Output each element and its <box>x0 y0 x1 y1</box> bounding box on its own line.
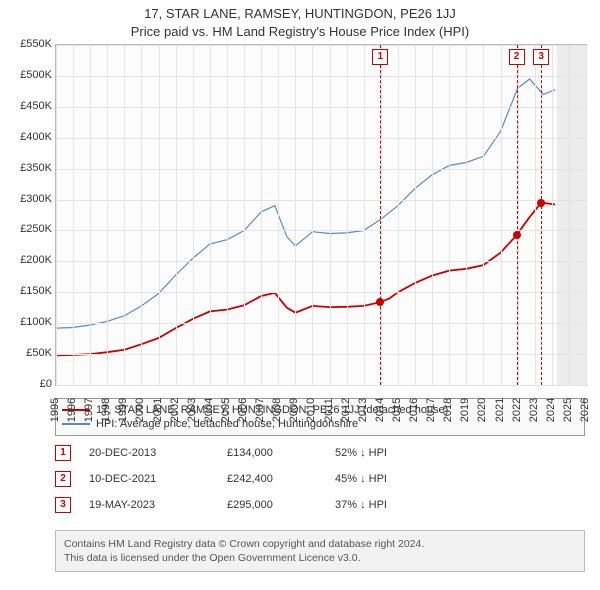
x-axis-label: 2024 <box>545 398 557 422</box>
sales-table: 120-DEC-2013£134,00052% ↓ HPI210-DEC-202… <box>55 440 585 518</box>
y-axis-label: £300K <box>2 193 52 205</box>
y-axis-label: £50K <box>2 347 52 359</box>
y-axis-label: £400K <box>2 131 52 143</box>
x-axis-label: 2005 <box>220 398 232 422</box>
y-axis-label: £250K <box>2 223 52 235</box>
chart-container: 17, STAR LANE, RAMSEY, HUNTINGDON, PE26 … <box>0 0 600 590</box>
y-axis-label: £100K <box>2 316 52 328</box>
x-axis-label: 2025 <box>562 398 574 422</box>
x-axis-label: 2008 <box>271 398 283 422</box>
y-axis-label: £500K <box>2 69 52 81</box>
sales-row: 319-MAY-2023£295,00037% ↓ HPI <box>55 492 585 518</box>
footer-line-2: This data is licensed under the Open Gov… <box>64 551 576 565</box>
x-axis-label: 1998 <box>100 398 112 422</box>
x-axis-label: 2010 <box>305 398 317 422</box>
x-axis-label: 2017 <box>425 398 437 422</box>
x-axis-label: 2012 <box>340 398 352 422</box>
x-axis-label: 2004 <box>203 398 215 422</box>
chart-title-desc: Price paid vs. HM Land Registry's House … <box>0 24 600 39</box>
plot-area: 1 23 <box>55 44 587 386</box>
sale-marker-1: 1 <box>372 49 388 65</box>
x-axis-label: 1995 <box>49 398 61 422</box>
x-axis-label: 2011 <box>323 398 335 422</box>
sale-marker-2: 2 <box>509 49 525 65</box>
sale-marker-3: 3 <box>533 49 549 65</box>
x-axis-label: 2023 <box>528 398 540 422</box>
footer-line-1: Contains HM Land Registry data © Crown c… <box>64 537 576 551</box>
sales-row: 120-DEC-2013£134,00052% ↓ HPI <box>55 440 585 466</box>
x-axis-label: 2006 <box>237 398 249 422</box>
x-axis-label: 1996 <box>66 398 78 422</box>
chart-title-address: 17, STAR LANE, RAMSEY, HUNTINGDON, PE26 … <box>0 6 600 21</box>
footer-attribution: Contains HM Land Registry data © Crown c… <box>55 530 585 572</box>
x-axis-label: 2013 <box>357 398 369 422</box>
x-axis-label: 2026 <box>579 398 591 422</box>
x-axis-label: 2021 <box>494 398 506 422</box>
x-axis-label: 2016 <box>408 398 420 422</box>
x-axis-label: 2020 <box>476 398 488 422</box>
y-axis-label: £350K <box>2 162 52 174</box>
x-axis-label: 2003 <box>186 398 198 422</box>
y-axis-label: £450K <box>2 100 52 112</box>
x-axis-label: 2000 <box>134 398 146 422</box>
x-axis-label: 2014 <box>374 398 386 422</box>
y-axis-label: £550K <box>2 38 52 50</box>
x-axis-label: 2022 <box>511 398 523 422</box>
y-axis-label: £150K <box>2 285 52 297</box>
x-axis-label: 2002 <box>169 398 181 422</box>
x-axis-label: 2019 <box>459 398 471 422</box>
x-axis-label: 2009 <box>288 398 300 422</box>
x-axis-label: 1997 <box>83 398 95 422</box>
x-axis-label: 2001 <box>152 398 164 422</box>
x-axis-label: 2015 <box>391 398 403 422</box>
chart-svg <box>56 45 586 385</box>
y-axis-label: £200K <box>2 254 52 266</box>
x-axis-label: 1999 <box>117 398 129 422</box>
x-axis-label: 2007 <box>254 398 266 422</box>
sales-row: 210-DEC-2021£242,40045% ↓ HPI <box>55 466 585 492</box>
y-axis-label: £0 <box>2 378 52 390</box>
x-axis-label: 2018 <box>442 398 454 422</box>
